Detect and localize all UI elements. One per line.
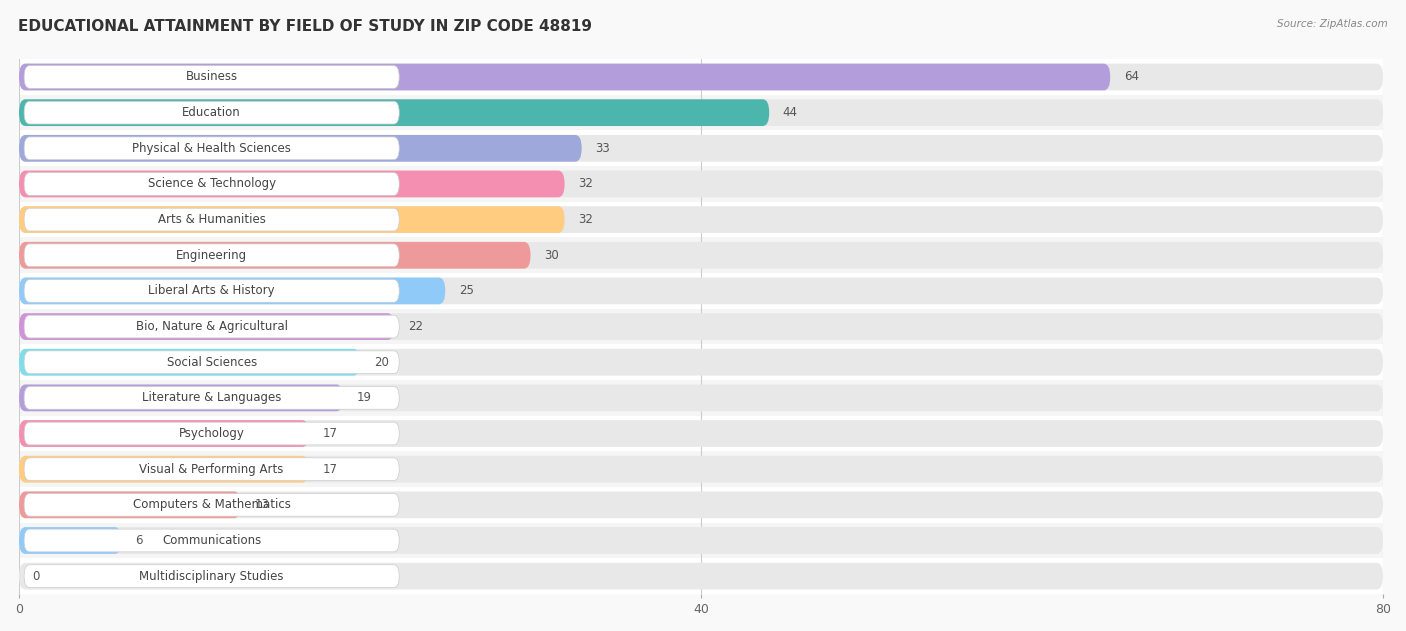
Text: Social Sciences: Social Sciences [166, 356, 257, 369]
FancyBboxPatch shape [24, 244, 399, 267]
Text: Science & Technology: Science & Technology [148, 177, 276, 191]
FancyBboxPatch shape [20, 492, 240, 518]
FancyBboxPatch shape [20, 99, 1384, 126]
Text: 0: 0 [32, 570, 39, 582]
FancyBboxPatch shape [20, 527, 1384, 554]
FancyBboxPatch shape [20, 99, 769, 126]
FancyBboxPatch shape [20, 273, 1384, 309]
FancyBboxPatch shape [20, 131, 1384, 166]
Text: Education: Education [183, 106, 240, 119]
FancyBboxPatch shape [20, 237, 1384, 273]
Text: Computers & Mathematics: Computers & Mathematics [132, 498, 291, 511]
FancyBboxPatch shape [20, 64, 1111, 90]
FancyBboxPatch shape [20, 59, 1384, 95]
FancyBboxPatch shape [24, 529, 399, 552]
Text: 17: 17 [322, 427, 337, 440]
FancyBboxPatch shape [20, 309, 1384, 345]
FancyBboxPatch shape [20, 170, 1384, 198]
FancyBboxPatch shape [20, 166, 1384, 202]
FancyBboxPatch shape [20, 202, 1384, 237]
FancyBboxPatch shape [20, 135, 582, 162]
Text: 6: 6 [135, 534, 142, 547]
Text: Communications: Communications [162, 534, 262, 547]
Text: 20: 20 [374, 356, 388, 369]
FancyBboxPatch shape [20, 206, 565, 233]
FancyBboxPatch shape [20, 313, 1384, 340]
FancyBboxPatch shape [24, 66, 399, 88]
Text: 32: 32 [578, 177, 593, 191]
FancyBboxPatch shape [24, 422, 399, 445]
FancyBboxPatch shape [20, 420, 309, 447]
FancyBboxPatch shape [20, 242, 530, 269]
Text: 19: 19 [357, 391, 371, 404]
FancyBboxPatch shape [24, 493, 399, 516]
FancyBboxPatch shape [20, 451, 1384, 487]
FancyBboxPatch shape [20, 313, 394, 340]
FancyBboxPatch shape [20, 522, 1384, 558]
Text: 30: 30 [544, 249, 560, 262]
Text: 33: 33 [595, 142, 610, 155]
Text: Psychology: Psychology [179, 427, 245, 440]
Text: Multidisciplinary Studies: Multidisciplinary Studies [139, 570, 284, 582]
FancyBboxPatch shape [20, 349, 360, 375]
FancyBboxPatch shape [20, 492, 1384, 518]
FancyBboxPatch shape [24, 458, 399, 481]
FancyBboxPatch shape [20, 170, 565, 198]
Text: Physical & Health Sciences: Physical & Health Sciences [132, 142, 291, 155]
Text: EDUCATIONAL ATTAINMENT BY FIELD OF STUDY IN ZIP CODE 48819: EDUCATIONAL ATTAINMENT BY FIELD OF STUDY… [18, 19, 592, 34]
FancyBboxPatch shape [20, 278, 1384, 304]
FancyBboxPatch shape [20, 206, 1384, 233]
FancyBboxPatch shape [24, 387, 399, 410]
Text: Bio, Nature & Agricultural: Bio, Nature & Agricultural [135, 320, 288, 333]
Text: 17: 17 [322, 463, 337, 476]
FancyBboxPatch shape [20, 380, 1384, 416]
FancyBboxPatch shape [20, 384, 343, 411]
Text: Arts & Humanities: Arts & Humanities [157, 213, 266, 226]
FancyBboxPatch shape [24, 351, 399, 374]
Text: Engineering: Engineering [176, 249, 247, 262]
FancyBboxPatch shape [24, 173, 399, 196]
Text: 32: 32 [578, 213, 593, 226]
FancyBboxPatch shape [20, 563, 1384, 589]
Text: Business: Business [186, 71, 238, 83]
FancyBboxPatch shape [20, 95, 1384, 131]
Text: 25: 25 [458, 285, 474, 297]
FancyBboxPatch shape [20, 384, 1384, 411]
FancyBboxPatch shape [24, 137, 399, 160]
FancyBboxPatch shape [20, 64, 1384, 90]
FancyBboxPatch shape [20, 487, 1384, 522]
FancyBboxPatch shape [24, 565, 399, 587]
FancyBboxPatch shape [20, 278, 446, 304]
FancyBboxPatch shape [20, 416, 1384, 451]
Text: 22: 22 [408, 320, 423, 333]
FancyBboxPatch shape [24, 280, 399, 302]
FancyBboxPatch shape [20, 420, 1384, 447]
FancyBboxPatch shape [24, 316, 399, 338]
FancyBboxPatch shape [20, 456, 1384, 483]
FancyBboxPatch shape [20, 558, 1384, 594]
Text: Visual & Performing Arts: Visual & Performing Arts [139, 463, 284, 476]
Text: Literature & Languages: Literature & Languages [142, 391, 281, 404]
FancyBboxPatch shape [20, 456, 309, 483]
FancyBboxPatch shape [20, 345, 1384, 380]
Text: 44: 44 [783, 106, 797, 119]
Text: 13: 13 [254, 498, 269, 511]
FancyBboxPatch shape [20, 135, 1384, 162]
FancyBboxPatch shape [20, 527, 121, 554]
Text: 64: 64 [1123, 71, 1139, 83]
Text: Source: ZipAtlas.com: Source: ZipAtlas.com [1277, 19, 1388, 29]
FancyBboxPatch shape [20, 349, 1384, 375]
FancyBboxPatch shape [20, 242, 1384, 269]
FancyBboxPatch shape [24, 208, 399, 231]
FancyBboxPatch shape [24, 102, 399, 124]
Text: Liberal Arts & History: Liberal Arts & History [149, 285, 276, 297]
